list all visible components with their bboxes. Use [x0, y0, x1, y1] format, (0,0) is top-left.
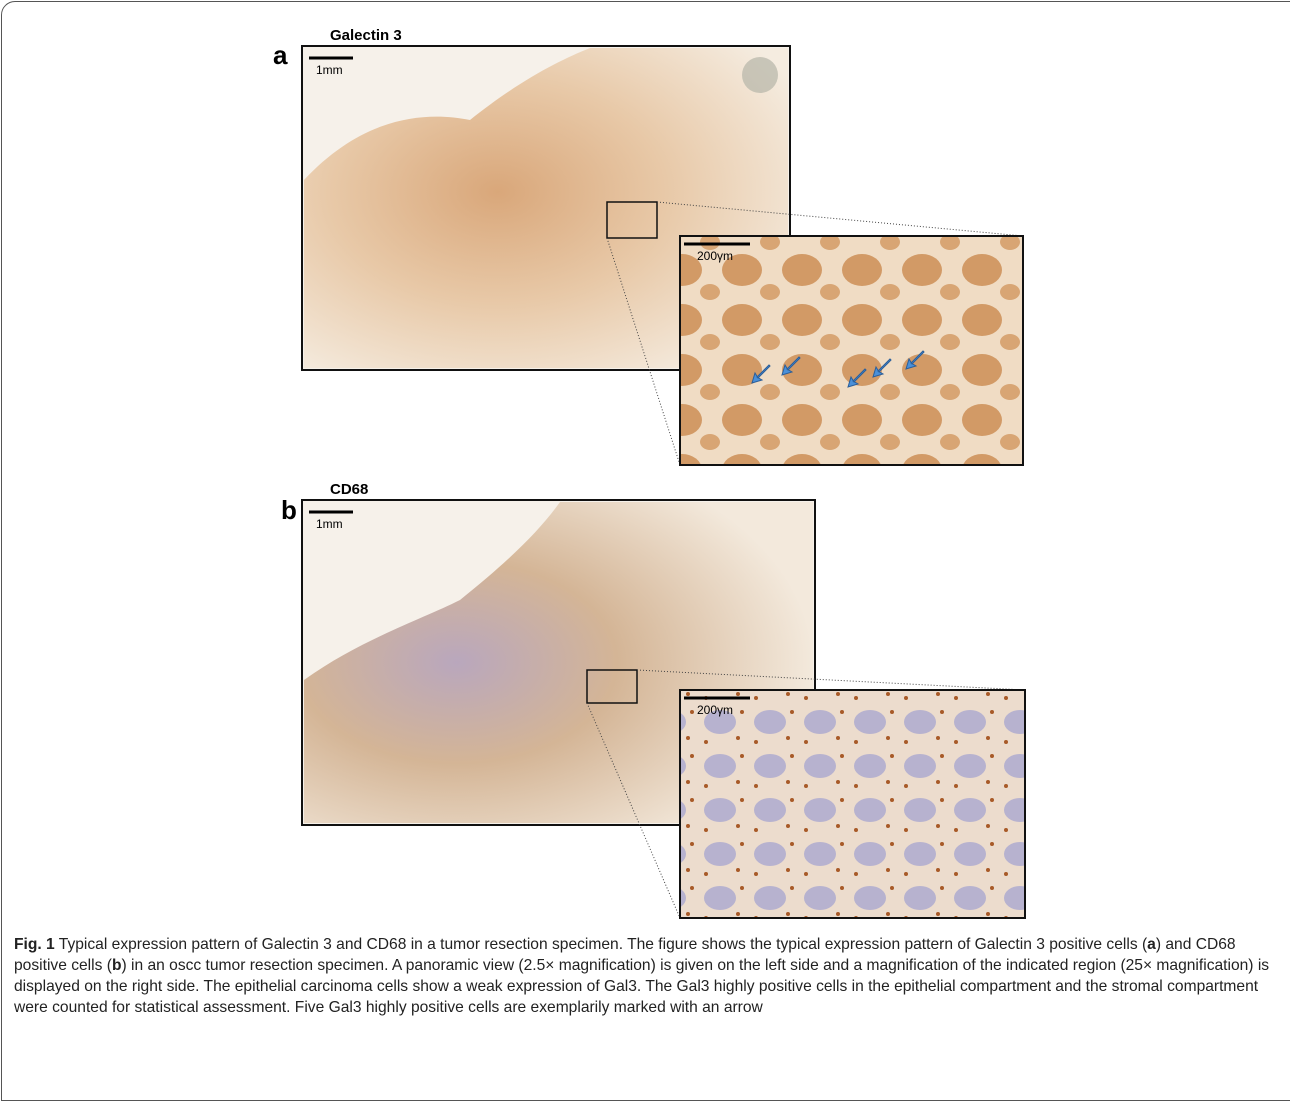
zoom-guide	[586, 702, 681, 919]
arrow	[781, 356, 801, 376]
caption-text: a	[1147, 936, 1156, 953]
zoom-image	[679, 689, 1026, 919]
caption-text: ) and CD68 positive cells (	[14, 936, 1236, 974]
scale-label: 1mm	[316, 63, 343, 77]
arrow	[847, 368, 867, 388]
zoom-region	[586, 669, 638, 704]
panel-title: CD68	[330, 481, 368, 498]
caption-text: ) in an oscc tumor resection specimen. A…	[14, 957, 1270, 1016]
tissue-spot	[742, 57, 778, 93]
scale-label: 1mm	[316, 517, 343, 531]
zoom-image	[679, 235, 1024, 466]
figure: a Galectin 3 1mm 200γm b CD68 1mm 200γm	[273, 27, 1026, 919]
panel-title: Galectin 3	[330, 27, 402, 44]
zoom-region	[606, 201, 658, 239]
caption-label: Fig. 1	[14, 936, 55, 953]
zoom-guide	[656, 201, 1024, 237]
panel-letter: b	[281, 495, 297, 525]
caption-text: Typical expression pattern of Galectin 3…	[54, 936, 1148, 953]
scale-label: 200γm	[697, 703, 733, 717]
caption-text: b	[111, 957, 122, 974]
caption: Fig. 1 Typical expression pattern of Gal…	[14, 934, 1276, 1018]
scale-label: 200γm	[697, 249, 733, 263]
arrow	[905, 350, 925, 370]
zoom-guide	[606, 237, 681, 466]
panel-letter: a	[273, 40, 288, 70]
arrow	[751, 364, 771, 384]
arrow	[872, 358, 892, 378]
tissue	[304, 48, 788, 368]
arrows	[751, 350, 925, 388]
